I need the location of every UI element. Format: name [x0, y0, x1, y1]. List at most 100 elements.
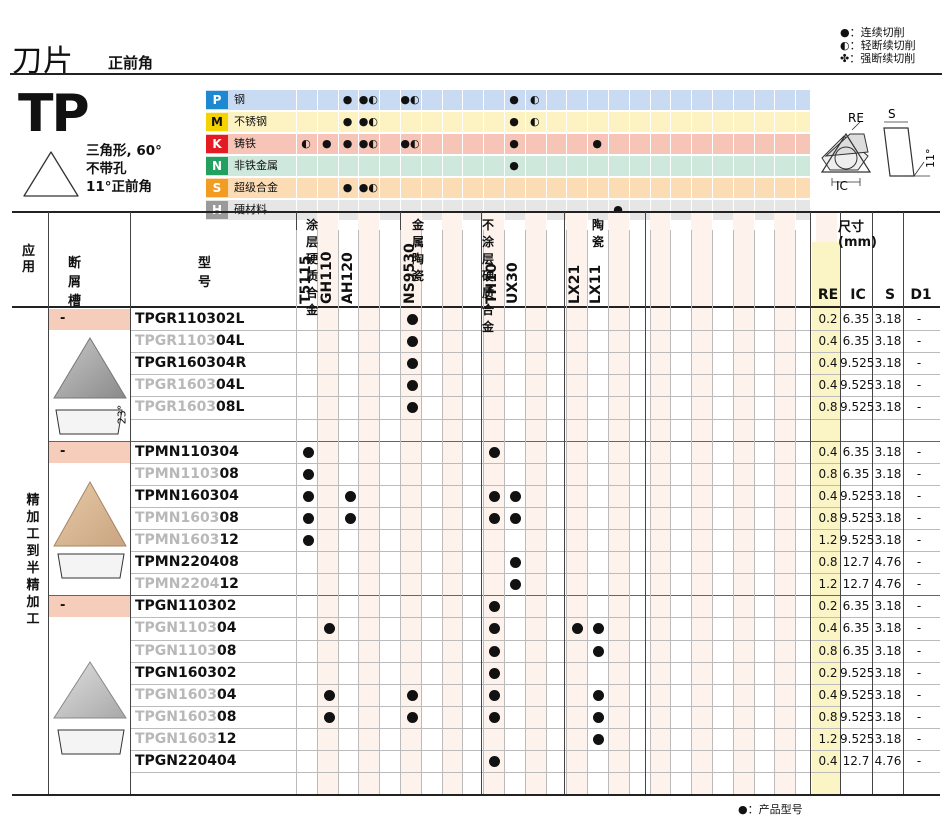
stock-dot — [510, 490, 521, 502]
row-divider — [130, 352, 940, 354]
size-s: 3.18 — [874, 533, 902, 547]
series-shape: 三角形, 60° — [86, 143, 162, 159]
stock-dot — [593, 711, 604, 723]
size-ic: 6.35 — [842, 621, 870, 636]
size-ic: 9.525 — [840, 709, 875, 724]
product-code: TPMN220408 — [135, 554, 239, 571]
size-ic: 6.35 — [842, 312, 870, 326]
size-re: 0.8 — [818, 510, 838, 525]
size-d: - — [916, 621, 922, 636]
size-s: 4.76 — [874, 754, 902, 768]
size-d: - — [916, 709, 922, 724]
column-divider — [48, 212, 49, 795]
row-divider — [130, 772, 940, 774]
grade-column-line — [732, 230, 734, 795]
grade-mark: ● — [342, 115, 353, 128]
size-d: - — [916, 599, 922, 614]
grade-mark: ◐ — [529, 93, 540, 106]
insert-geometry-icon: RE IC S 11° — [820, 107, 937, 193]
legend-continuous: ●：连续切削 — [840, 26, 905, 39]
size-re: 0.2 — [818, 599, 838, 614]
stock-dot — [489, 512, 500, 524]
chip-cell — [49, 441, 130, 463]
grade-mark: ● — [592, 137, 602, 150]
material-name: 非铁金属 — [234, 159, 278, 172]
group-uncoated: 不涂层硬质合金 — [482, 218, 495, 334]
size-d: - — [916, 488, 922, 503]
product-code: TPMN160304 — [135, 487, 239, 504]
column-divider — [645, 212, 646, 795]
grade-column-line — [774, 230, 776, 795]
stock-dot — [345, 490, 356, 502]
column-stripe — [732, 212, 754, 795]
s-label: S — [888, 107, 896, 121]
stock-dot — [407, 402, 418, 414]
column-divider — [130, 212, 131, 795]
stock-dot — [489, 711, 500, 723]
size-col-ic: IC — [850, 287, 866, 303]
column-stripe — [441, 212, 463, 795]
footnote: ●：产品型号 — [738, 803, 803, 816]
stock-dot — [303, 512, 314, 524]
stock-dot — [510, 512, 521, 524]
stock-dot — [324, 689, 335, 701]
group-divider — [48, 440, 940, 442]
size-s: 3.18 — [874, 400, 902, 415]
stock-dot — [489, 756, 500, 767]
grade-mark: ● — [509, 159, 519, 172]
grade-column-line — [753, 230, 755, 795]
grade-column-line — [608, 230, 609, 795]
size-ic: 12.7 — [842, 577, 870, 592]
grade-gh110: GH110 — [319, 251, 335, 304]
col-app-header: 应用 — [22, 244, 36, 275]
grade-column-line — [441, 230, 443, 795]
grade-column-line — [649, 230, 651, 795]
column-divider — [481, 212, 482, 795]
size-s: 3.18 — [874, 312, 902, 326]
chip-dash: - — [60, 311, 66, 326]
series-name: TP — [18, 84, 90, 144]
row-divider — [130, 396, 940, 398]
size-d: - — [916, 356, 922, 371]
series-hole: 不带孔 — [86, 161, 127, 177]
size-re: 0.8 — [818, 466, 838, 481]
size-ic: 9.525 — [840, 510, 875, 525]
grade-mark: ●◐ — [358, 181, 378, 194]
row-divider — [130, 683, 940, 685]
size-ic: 12.7 — [842, 754, 870, 768]
grade-column-line — [462, 230, 464, 795]
size-s: 3.18 — [874, 731, 902, 746]
insert-image-tpmn — [53, 480, 127, 547]
material-row-m: M 不锈钢 ● ●◐ ● ◐ — [206, 112, 810, 132]
size-ic: 12.7 — [842, 555, 870, 570]
grade-ah120: AH120 — [340, 252, 356, 304]
column-divider — [564, 212, 565, 795]
grade-lx11: LX11 — [588, 264, 604, 304]
size-s: 3.18 — [874, 378, 902, 393]
material-letter: H — [206, 201, 228, 219]
product-code: TPGN110308 — [135, 642, 237, 659]
product-code: TPGR160304R — [135, 355, 247, 372]
grade-column-line — [691, 230, 693, 795]
grade-column-line — [670, 230, 672, 795]
profile-tpgn — [57, 729, 125, 755]
size-re: 0.8 — [818, 643, 838, 658]
size-s: 3.18 — [874, 334, 902, 349]
stock-dot — [407, 358, 418, 370]
size-s: 4.76 — [874, 555, 902, 570]
grade-ux30: UX30 — [505, 262, 521, 304]
grade-mark: ●◐ — [400, 93, 420, 106]
size-d: - — [916, 533, 922, 547]
product-code: TPMN160308 — [135, 509, 239, 526]
table-top-rule — [12, 211, 940, 213]
product-code: TPGN110302 — [135, 598, 237, 615]
column-stripe — [400, 212, 421, 795]
insert-image-tpgr — [53, 337, 127, 399]
grade-mark: ●◐ — [358, 93, 378, 106]
column-stripe — [524, 212, 546, 795]
size-ic: 6.35 — [842, 466, 870, 481]
profile-tpmn — [57, 553, 125, 579]
stock-dot — [593, 733, 604, 745]
size-d: - — [916, 665, 922, 680]
ic-label: IC — [836, 179, 848, 193]
